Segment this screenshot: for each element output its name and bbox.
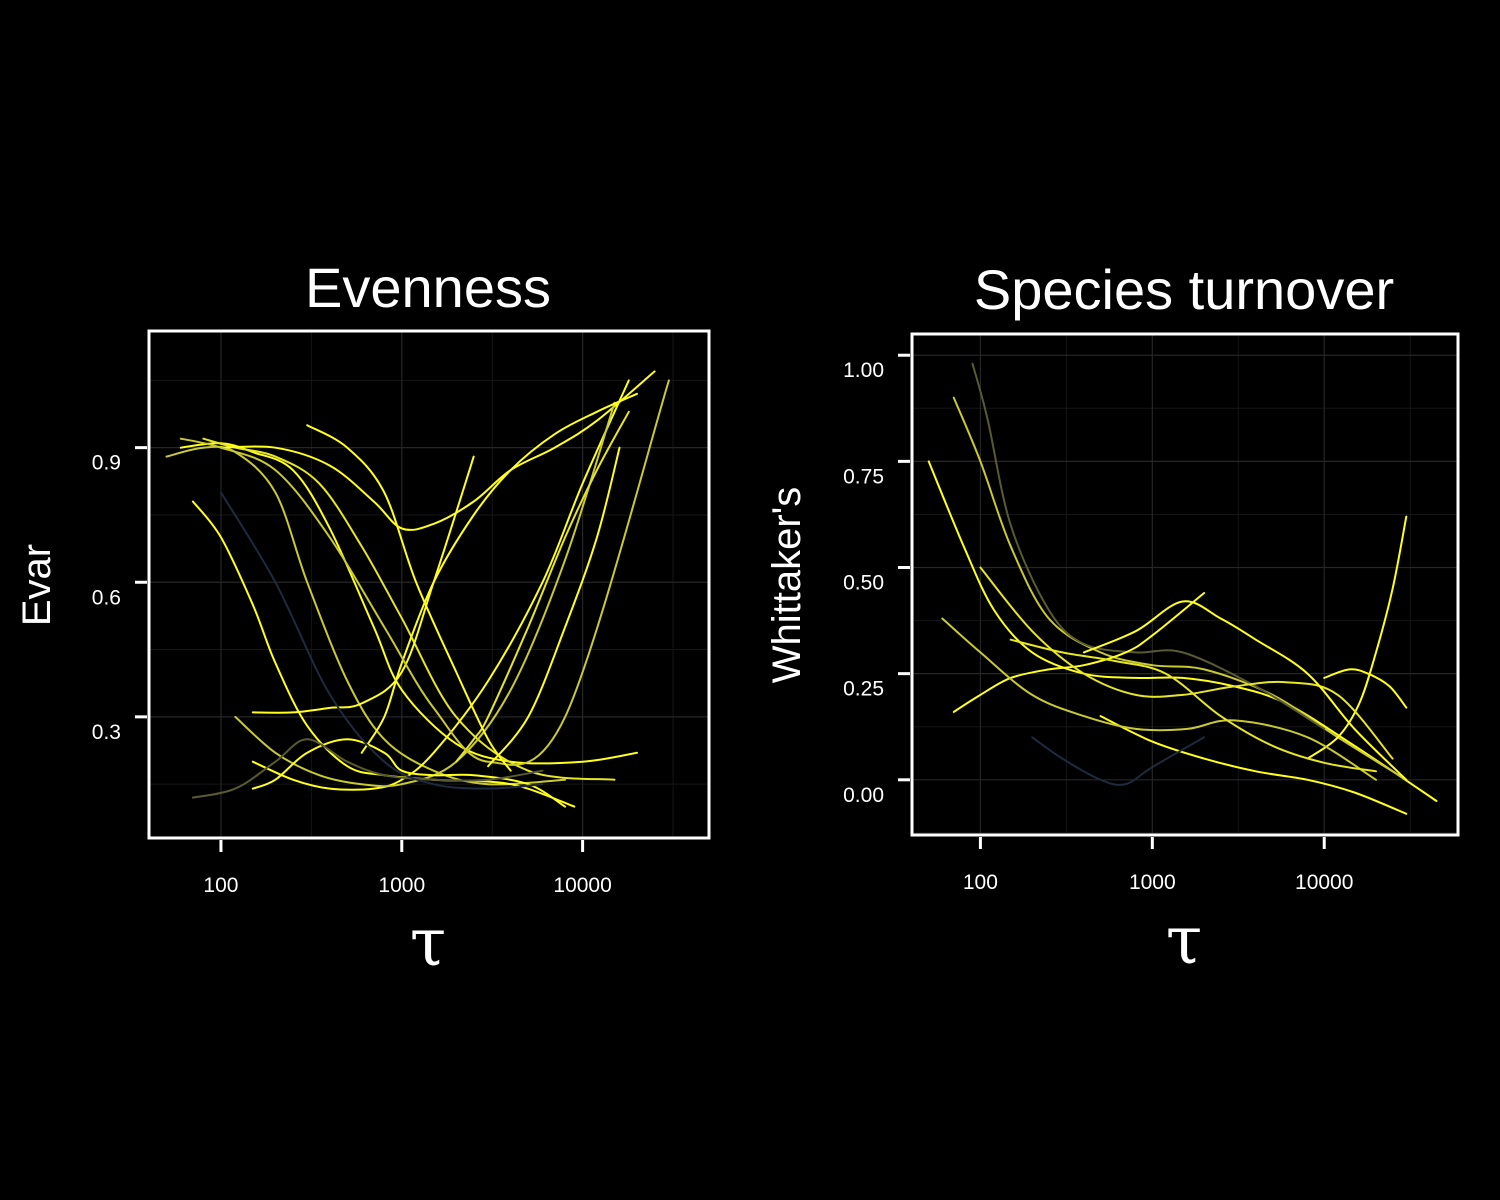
turnover-y-tick-label-0.50: 0.50 (843, 572, 884, 595)
turnover-ylabel: Whittaker's (765, 487, 809, 684)
turnover-series-line-6 (1099, 715, 1408, 815)
turnover-series-line-3 (971, 362, 1326, 730)
evenness-grid (149, 331, 709, 838)
turnover-x-axis: 100 1000 10000 (963, 837, 1353, 894)
evenness-series-line-9 (191, 738, 544, 799)
turnover-series-line-7 (979, 566, 1394, 760)
evenness-series-line-12 (251, 455, 475, 714)
turnover-xlabel: τ (1166, 902, 1203, 979)
turnover-series-line-11 (1009, 638, 1377, 773)
panel-species-turnover: Species turnover Whittaker's τ 100 1000 10… (765, 258, 1460, 979)
turnover-y-tick-label-0.75: 0.75 (843, 465, 884, 488)
turnover-y-axis: 0.00 0.25 0.50 0.75 1.00 (843, 353, 910, 807)
evenness-x-tick-label-10000: 10000 (553, 874, 611, 897)
evenness-x-tick-label-1000: 1000 (378, 874, 425, 897)
turnover-x-tick-label-1000: 1000 (1129, 871, 1176, 894)
turnover-y-tick-label-0.25: 0.25 (843, 678, 884, 701)
turnover-title: Species turnover (974, 258, 1394, 321)
turnover-series-line-2 (952, 396, 1408, 781)
evenness-series-line-14 (179, 379, 670, 766)
turnover-x-tick-label-10000: 10000 (1295, 871, 1353, 894)
turnover-series-line-8 (1031, 736, 1206, 786)
evenness-xlabel: τ (410, 904, 447, 981)
evenness-y-tick-label-0.3: 0.3 (92, 721, 121, 744)
turnover-series-line-9 (941, 617, 1377, 781)
evenness-series-line-10 (360, 392, 638, 754)
evenness-panel-frame (147, 329, 711, 840)
turnover-series-line-12 (1323, 668, 1408, 709)
evenness-y-tick-label-0.6: 0.6 (92, 586, 121, 609)
turnover-series-line-4 (952, 592, 1206, 713)
turnover-y-tick-label-0.00: 0.00 (843, 784, 884, 807)
evenness-series-line-6 (251, 379, 630, 791)
panel-evenness: Evenness Evar τ 100 1000 10000 0.3 0.6 0.9 (15, 256, 711, 981)
evenness-series-line-4 (202, 437, 616, 781)
evenness-series-line-15 (306, 424, 512, 772)
evenness-title: Evenness (305, 256, 551, 319)
evenness-series-line-16 (487, 446, 621, 768)
evenness-series-line-5 (220, 370, 656, 531)
evenness-ylabel: Evar (15, 544, 59, 626)
evenness-series-line-13 (220, 491, 544, 790)
turnover-x-tick-label-100: 100 (963, 871, 998, 894)
turnover-y-tick-label-1.00: 1.00 (843, 359, 884, 382)
turnover-curves (927, 362, 1438, 815)
evenness-curves (165, 370, 670, 808)
evenness-series-line-11 (455, 410, 630, 763)
turnover-series-line-5 (1306, 515, 1408, 760)
turnover-panel-frame (910, 332, 1460, 837)
evenness-y-tick-label-0.9: 0.9 (92, 452, 121, 475)
evenness-x-axis: 100 1000 10000 (203, 840, 612, 897)
turnover-series-line-10 (1082, 600, 1408, 781)
evenness-x-tick-label-100: 100 (203, 874, 238, 897)
evenness-y-axis: 0.3 0.6 0.9 (92, 446, 147, 744)
turnover-series-line-1 (927, 460, 1438, 802)
